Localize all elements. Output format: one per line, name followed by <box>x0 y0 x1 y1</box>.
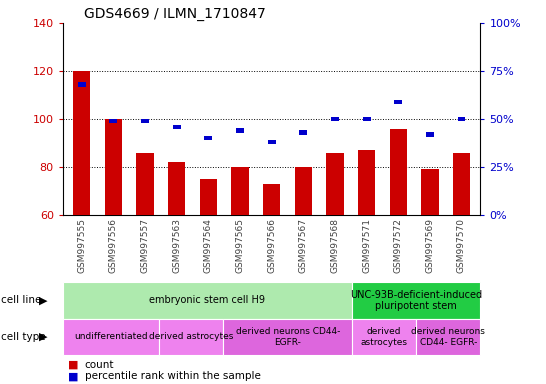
Bar <box>421 169 438 215</box>
Text: ▶: ▶ <box>39 295 48 306</box>
Text: ■: ■ <box>68 371 79 381</box>
Bar <box>73 71 91 215</box>
Bar <box>173 124 181 129</box>
Bar <box>263 184 280 215</box>
Bar <box>268 140 276 144</box>
Bar <box>63 319 159 355</box>
Bar <box>78 82 86 86</box>
Bar <box>159 319 223 355</box>
Bar <box>326 152 343 215</box>
Text: GSM997571: GSM997571 <box>362 218 371 273</box>
Text: undifferentiated: undifferentiated <box>74 333 148 341</box>
Bar <box>136 152 154 215</box>
Bar <box>352 319 416 355</box>
Bar <box>458 117 465 121</box>
Text: derived neurons
CD44- EGFR-: derived neurons CD44- EGFR- <box>412 327 485 347</box>
Text: GSM997566: GSM997566 <box>267 218 276 273</box>
Bar <box>331 117 339 121</box>
Bar <box>352 282 480 319</box>
Text: derived neurons CD44-
EGFR-: derived neurons CD44- EGFR- <box>235 327 340 347</box>
Text: cell line: cell line <box>1 295 41 306</box>
Text: GSM997572: GSM997572 <box>394 218 403 273</box>
Text: ▶: ▶ <box>39 332 48 342</box>
Bar <box>204 136 212 140</box>
Bar <box>426 132 434 136</box>
Bar <box>389 129 407 215</box>
Text: derived astrocytes: derived astrocytes <box>149 333 234 341</box>
Bar <box>232 167 248 215</box>
Text: UNC-93B-deficient-induced
pluripotent stem: UNC-93B-deficient-induced pluripotent st… <box>350 290 482 311</box>
Bar <box>299 130 307 134</box>
Text: cell type: cell type <box>1 332 46 342</box>
Text: GSM997568: GSM997568 <box>330 218 340 273</box>
Text: GSM997563: GSM997563 <box>172 218 181 273</box>
Text: embryonic stem cell H9: embryonic stem cell H9 <box>150 295 265 306</box>
Bar <box>105 119 122 215</box>
Bar <box>363 117 371 121</box>
Text: GSM997556: GSM997556 <box>109 218 118 273</box>
Bar <box>168 162 186 215</box>
Text: GSM997557: GSM997557 <box>140 218 150 273</box>
Bar <box>200 179 217 215</box>
Text: count: count <box>85 360 114 370</box>
Text: GSM997569: GSM997569 <box>425 218 435 273</box>
Text: GSM997565: GSM997565 <box>235 218 245 273</box>
Bar <box>236 128 244 132</box>
Bar <box>141 119 149 123</box>
Text: derived
astrocytes: derived astrocytes <box>360 327 408 347</box>
Bar <box>223 319 352 355</box>
Text: GSM997570: GSM997570 <box>457 218 466 273</box>
Text: GDS4669 / ILMN_1710847: GDS4669 / ILMN_1710847 <box>84 7 265 21</box>
Bar <box>453 152 470 215</box>
Bar <box>295 167 312 215</box>
Text: GSM997567: GSM997567 <box>299 218 308 273</box>
Bar <box>109 119 117 123</box>
Bar <box>416 319 480 355</box>
Text: percentile rank within the sample: percentile rank within the sample <box>85 371 260 381</box>
Text: GSM997555: GSM997555 <box>78 218 86 273</box>
Text: GSM997564: GSM997564 <box>204 218 213 273</box>
Bar <box>63 282 352 319</box>
Text: ■: ■ <box>68 360 79 370</box>
Bar <box>394 99 402 104</box>
Bar <box>358 150 375 215</box>
